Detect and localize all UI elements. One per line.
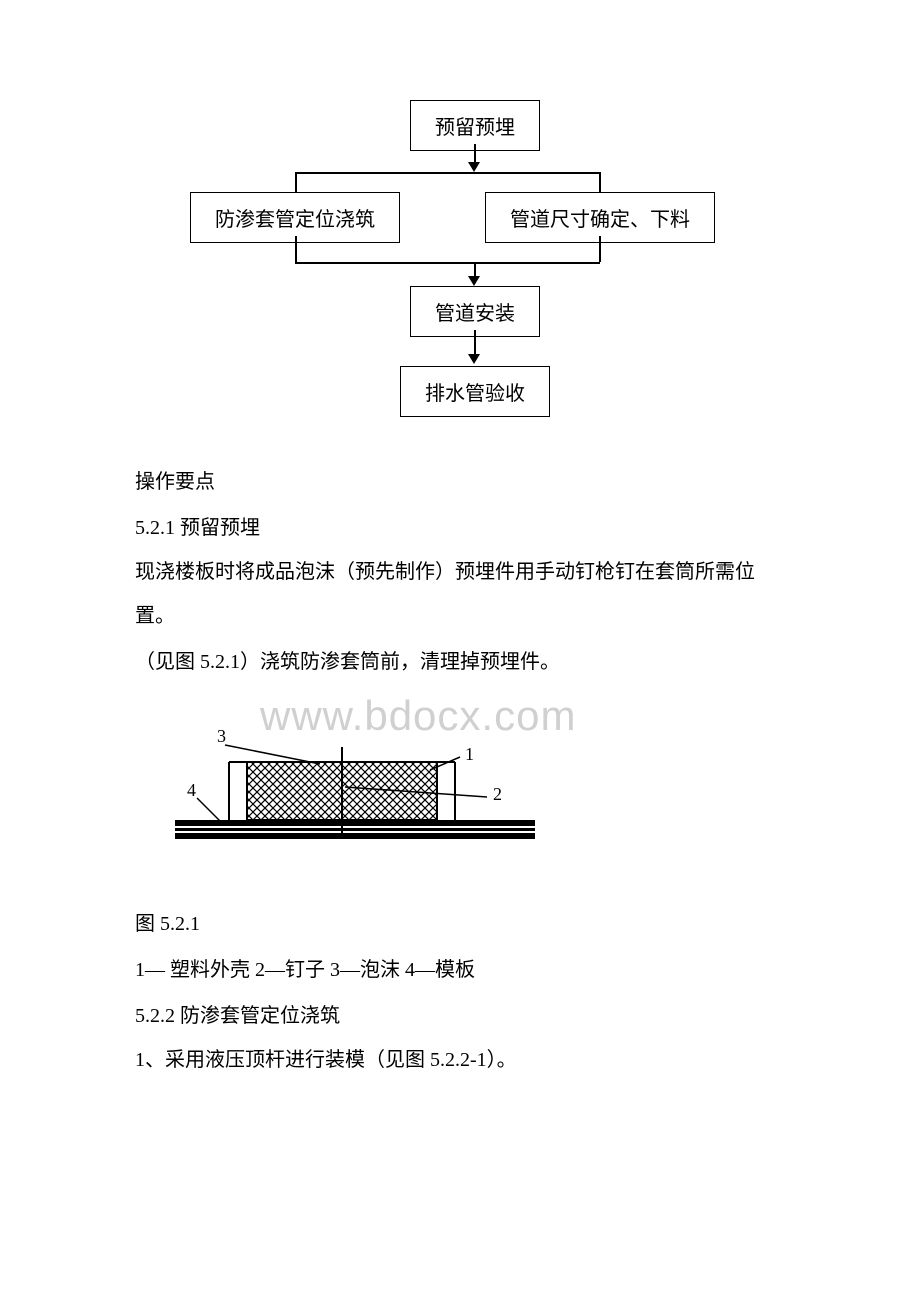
section-521-line2: （见图 5.2.1）浇筑防渗套筒前，清理掉预埋件。: [135, 640, 785, 684]
figure-521-legend: 1— 塑料外壳 2—钉子 3—泡沫 4—模板: [135, 948, 785, 992]
svg-text:1: 1: [465, 744, 474, 764]
figure-521-svg: 3 1 2 4: [165, 692, 585, 872]
flow-arrow: [468, 276, 480, 286]
section-522-title: 5.2.2 防渗套管定位浇筑: [135, 994, 785, 1038]
svg-text:3: 3: [217, 726, 226, 746]
flow-node-5: 排水管验收: [400, 366, 550, 417]
figure-521: www.bdocx.com: [165, 692, 585, 872]
operation-points-heading: 操作要点: [135, 460, 785, 504]
flow-arrow: [468, 162, 480, 172]
flow-node-3-label: 管道尺寸确定、下料: [510, 209, 690, 231]
flow-line: [599, 172, 601, 192]
flow-line: [295, 172, 297, 192]
flow-line: [295, 262, 600, 264]
process-flowchart: 预留预埋 防渗套管定位浇筑 管道尺寸确定、下料 管道安装: [135, 100, 785, 420]
flow-line: [295, 236, 297, 262]
section-522-line1: 1、采用液压顶杆进行装模（见图 5.2.2-1）。: [135, 1038, 785, 1082]
svg-text:4: 4: [187, 780, 196, 800]
flow-line: [599, 236, 601, 262]
flow-node-2-label: 防渗套管定位浇筑: [215, 209, 375, 231]
flow-node-5-label: 排水管验收: [425, 383, 525, 405]
section-521-title: 5.2.1 预留预埋: [135, 506, 785, 550]
flow-arrow: [468, 354, 480, 364]
svg-text:2: 2: [493, 784, 502, 804]
figure-521-caption: 图 5.2.1: [135, 902, 785, 946]
flow-line: [474, 330, 476, 356]
flow-node-4-label: 管道安装: [435, 303, 515, 325]
flow-line: [295, 172, 600, 174]
section-521-line1: 现浇楼板时将成品泡沫（预先制作）预埋件用手动钉枪钉在套筒所需位置。: [135, 550, 785, 638]
flow-node-1-label: 预留预埋: [435, 117, 515, 139]
